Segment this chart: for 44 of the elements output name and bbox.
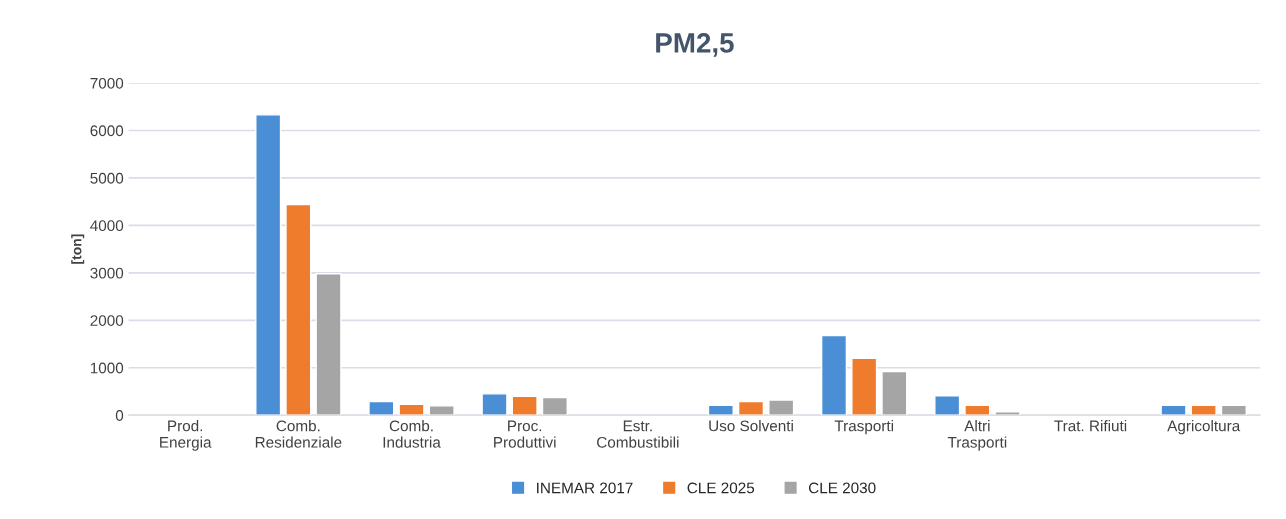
- y-axis-title: [ton]: [71, 234, 85, 264]
- x-tick-label: Uso Solventi: [709, 420, 793, 432]
- bar: [737, 400, 765, 416]
- bar: [368, 400, 395, 416]
- bar: [707, 404, 734, 416]
- bar: [768, 399, 795, 416]
- bar: [820, 334, 848, 416]
- y-tick-label: 6000: [90, 125, 124, 137]
- bar: [541, 396, 568, 416]
- x-tick-label: Prod. Energia: [160, 420, 212, 451]
- bar: [851, 357, 878, 416]
- x-tick-label: Altri Trasporti: [947, 420, 1007, 451]
- bar: [481, 393, 508, 416]
- y-tick-label: 7000: [90, 77, 124, 89]
- bar: [934, 395, 961, 416]
- legend-label: CLE 2030: [808, 482, 876, 494]
- bar: [994, 411, 1021, 416]
- x-tick-label: Estr. Combustibili: [597, 420, 679, 448]
- bar: [511, 395, 538, 416]
- y-tick-label: 1000: [90, 362, 124, 374]
- x-tick-label: Proc. Produttivi: [494, 420, 556, 448]
- legend-label: CLE 2025: [687, 482, 755, 494]
- y-tick-label: 0: [115, 410, 124, 421]
- x-tick-label: Comb. Residenziale: [255, 420, 342, 448]
- chart-title: PM2,5: [656, 33, 734, 57]
- bar: [1160, 404, 1187, 416]
- legend-label: INEMAR 2017: [537, 482, 633, 494]
- x-tick-label: Comb. Industria: [383, 420, 441, 448]
- bar: [315, 273, 342, 416]
- bar: [1220, 404, 1247, 416]
- x-tick-label: Trat. Rifiuti: [1054, 420, 1127, 432]
- bar: [255, 114, 282, 416]
- y-tick-label: 2000: [90, 315, 124, 326]
- bar: [964, 404, 991, 416]
- y-tick-label: 5000: [90, 172, 124, 184]
- x-tick-label: Agricoltura: [1167, 420, 1241, 435]
- bar: [398, 403, 425, 416]
- y-tick-label: 3000: [90, 267, 124, 279]
- x-tick-label: Trasporti: [834, 420, 894, 435]
- y-tick-label: 4000: [90, 220, 124, 232]
- bar: [881, 370, 908, 416]
- bar: [1190, 404, 1217, 416]
- bar: [285, 203, 312, 416]
- bar: [428, 405, 455, 416]
